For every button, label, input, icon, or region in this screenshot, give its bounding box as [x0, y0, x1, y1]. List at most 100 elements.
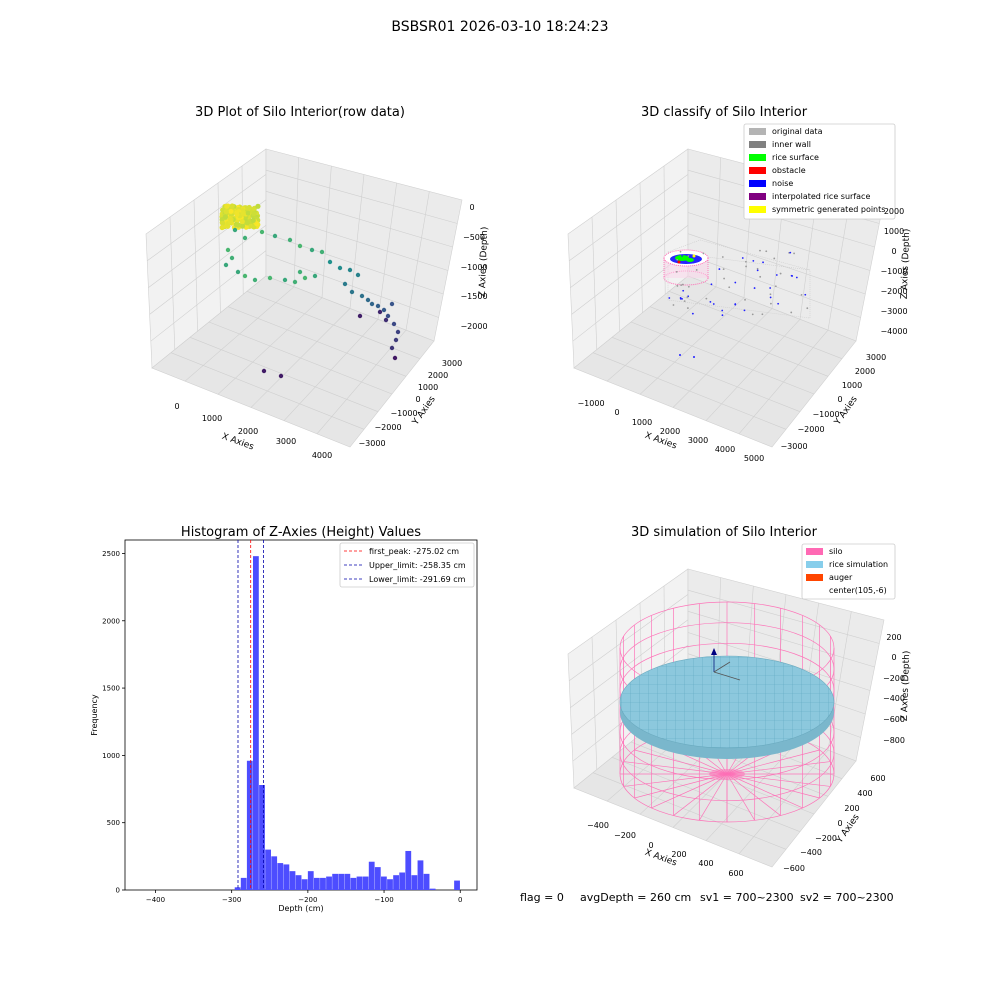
panel-raw-scatter: 3D Plot of Silo Interior(row data) 0 100… [145, 105, 490, 460]
hist-bar [374, 867, 381, 890]
left-grid-line [639, 182, 643, 313]
classify-point [693, 356, 695, 358]
left-grid-line [149, 224, 267, 315]
classify-point [756, 269, 759, 272]
hist-bar [283, 864, 290, 890]
raw-point [255, 203, 261, 209]
sim-xtick-4: 400 [698, 859, 713, 868]
classify-point [712, 303, 715, 305]
hist-bar [338, 873, 345, 890]
hist-bar [246, 760, 253, 890]
raw-point [232, 227, 238, 233]
classify-point [681, 283, 684, 286]
raw-point [389, 345, 395, 351]
raw-point [229, 203, 235, 209]
silo-floor-spoke [623, 761, 728, 775]
hist-bar [423, 873, 430, 890]
raw-point [357, 313, 363, 319]
classify-point [679, 354, 681, 356]
cls-ytick-3: 0 [837, 395, 842, 404]
cls-ztick-1: 1000 [884, 227, 904, 236]
hist-bar [332, 873, 339, 890]
raw-point [220, 220, 226, 226]
raw-ytick-3: 0 [415, 395, 420, 404]
hist-bar [362, 876, 369, 890]
classify-point [676, 285, 679, 287]
cls-ztick-6: −4000 [880, 327, 907, 336]
sim-xtick-5: 600 [728, 869, 743, 878]
hist-bar [368, 861, 375, 890]
hist-bars [234, 556, 460, 890]
hist-bar [320, 877, 326, 890]
raw-ztick-1: −500 [463, 233, 485, 242]
floor-grid-line [738, 329, 829, 435]
classify-point [702, 252, 705, 255]
silo-floor-spoke [651, 773, 728, 809]
left-grid-line [193, 199, 198, 332]
classify-point [687, 254, 690, 257]
classify-point [721, 256, 724, 258]
legend-swatch-obstacle [749, 167, 766, 174]
legend-label-interpolated: interpolated rice surface [772, 192, 870, 201]
raw-xtick-4: 4000 [312, 451, 332, 460]
sim-title: 3D simulation of Silo Interior [631, 525, 818, 540]
status-avg-depth: avgDepth = 260 cm [580, 891, 691, 904]
classify-point [705, 297, 708, 300]
raw-point [233, 221, 239, 228]
raw-point [355, 272, 361, 278]
cls-ztick-5: −3000 [880, 307, 907, 316]
left-grid-line [591, 636, 598, 770]
classify-point [759, 249, 761, 252]
classify-point [695, 269, 698, 271]
sim-legend-label-center: center(105,-6) [829, 586, 887, 595]
raw-ytick-6: −3000 [358, 439, 385, 448]
hist-xtick-label: 0 [458, 896, 462, 904]
cls-ytick-0: 3000 [866, 353, 886, 362]
classify-point [721, 314, 724, 317]
raw-point [312, 273, 318, 279]
silo-floor-spoke [726, 773, 781, 816]
silo-floor-spoke [726, 761, 831, 775]
cls-ztick-3: −1000 [880, 267, 907, 276]
classify-point [721, 309, 724, 312]
sim-ylabel: Y Axies [834, 812, 862, 845]
sim-xtick-1: −200 [614, 831, 636, 840]
raw-point [259, 229, 265, 235]
classify-point [745, 265, 747, 268]
raw-point [297, 243, 303, 249]
classify-point [723, 277, 725, 280]
hist-ytick-label: 1500 [102, 685, 120, 693]
sim-legend: silo rice simulation auger center(105,-6… [801, 543, 896, 600]
hist-vlines [237, 540, 264, 890]
cls-xtick-1: 0 [614, 408, 619, 417]
cls-xtick-6: 5000 [744, 454, 764, 463]
cls-ytick-1: 2000 [855, 367, 875, 376]
hist-bar [393, 875, 399, 890]
hist-bar [417, 860, 424, 890]
hist-bar [350, 877, 357, 890]
hist-legend-label-upper: Upper_limit: -258.35 cm [369, 561, 466, 570]
raw-point [235, 269, 241, 275]
sim-ztick-4: −600 [883, 715, 905, 724]
classify-point [676, 258, 679, 261]
hist-bar [259, 785, 265, 890]
status-line: flag = 0 avgDepth = 260 cm sv1 = 700~230… [520, 891, 894, 904]
classify-point [770, 302, 772, 305]
raw-point [292, 279, 298, 285]
classify-point [675, 270, 678, 273]
raw-point [377, 309, 383, 315]
panel-histogram: Histogram of Z-Axies (Height) Values −40… [90, 525, 478, 913]
classify-silo-cylinder [663, 249, 709, 286]
sim-xtick-2: 0 [648, 841, 653, 850]
raw-point [381, 307, 387, 313]
raw-point [391, 321, 397, 327]
raw-ztick-3: −1500 [460, 292, 487, 301]
classify-point [752, 259, 755, 262]
raw-point [342, 281, 348, 287]
raw-gridlines [147, 157, 458, 435]
raw-point [250, 217, 256, 223]
raw-point [222, 214, 228, 220]
raw-xtick-1: 1000 [202, 414, 222, 423]
classify-point [680, 284, 683, 287]
classify-point [682, 289, 685, 292]
